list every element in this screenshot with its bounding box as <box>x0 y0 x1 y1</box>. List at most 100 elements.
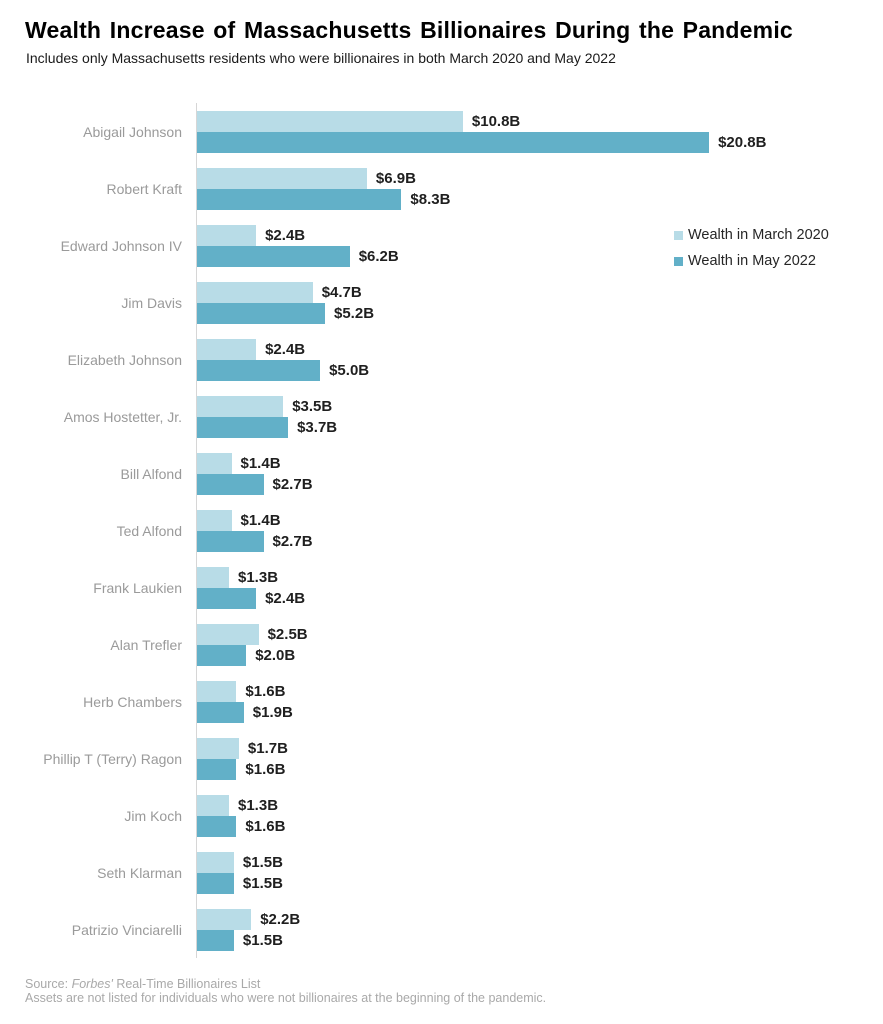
bar-line: $8.3B <box>197 188 883 210</box>
value-label: $1.5B <box>242 853 283 871</box>
chart-row: Ted Alfond $1.4B $2.7B <box>0 502 883 559</box>
bar-line: $2.4B <box>197 587 883 609</box>
bar-may-2022 <box>197 473 264 495</box>
bar-line: $1.7B <box>197 737 883 759</box>
bar-line: $1.5B <box>197 929 883 951</box>
value-label: $1.4B <box>240 511 281 529</box>
legend: Wealth in March 2020 Wealth in May 2022 <box>674 227 829 279</box>
bar-line: $2.7B <box>197 473 883 495</box>
bar-group: $2.4B $6.2B <box>196 217 883 274</box>
source-prefix: Source: <box>25 977 72 991</box>
bar-group: $1.3B $1.6B <box>196 787 883 844</box>
bar-may-2022 <box>197 530 264 552</box>
value-label: $1.5B <box>242 931 283 949</box>
value-label: $2.2B <box>260 910 301 928</box>
bar-may-2022 <box>197 416 289 438</box>
bar-group: $1.4B $2.7B <box>196 445 883 502</box>
bar-line: $1.6B <box>197 680 883 702</box>
bar-group: $1.5B $1.5B <box>196 844 883 901</box>
category-label: Jim Davis <box>121 294 182 311</box>
value-label: $20.8B <box>718 133 767 151</box>
bar-group: $1.6B $1.9B <box>196 673 883 730</box>
bar-line: $2.2B <box>197 908 883 930</box>
value-label: $1.9B <box>252 703 293 721</box>
legend-label-march-2020: Wealth in March 2020 <box>688 227 829 243</box>
bar-may-2022 <box>197 131 710 153</box>
bar-group: $1.7B $1.6B <box>196 730 883 787</box>
bar-group: $2.5B $2.0B <box>196 616 883 673</box>
bar-line: $2.4B <box>197 338 883 360</box>
bar-march-2020 <box>197 566 229 588</box>
bar-group: $10.8B $20.8B <box>196 103 883 160</box>
source-suffix: Real-Time Billionaires List <box>112 977 261 991</box>
bar-chart-plot-area: Abigail Johnson $10.8B $20.8B Robert Kraft $… <box>0 103 883 958</box>
value-label: $8.3B <box>410 190 451 208</box>
bar-may-2022 <box>197 758 237 780</box>
footer-notes: Source: Forbes' Real-Time Billionaires L… <box>25 977 546 1005</box>
bar-may-2022 <box>197 872 234 894</box>
category-label: Phillip T (Terry) Ragon <box>43 750 182 767</box>
value-label: $2.4B <box>265 589 306 607</box>
bar-line: $2.5B <box>197 623 883 645</box>
bar-march-2020 <box>197 737 239 759</box>
value-label: $1.6B <box>245 682 286 700</box>
value-label: $6.9B <box>375 169 416 187</box>
bar-group: $2.2B $1.5B <box>196 901 883 958</box>
bar-line: $1.6B <box>197 758 883 780</box>
chart-row: Frank Laukien $1.3B $2.4B <box>0 559 883 616</box>
bar-line: $4.7B <box>197 281 883 303</box>
value-label: $5.2B <box>334 304 375 322</box>
bar-march-2020 <box>197 908 252 930</box>
bar-line: $20.8B <box>197 131 883 153</box>
value-label: $2.0B <box>255 646 296 664</box>
chart-title: Wealth Increase of Massachusetts Billion… <box>25 17 793 43</box>
bar-march-2020 <box>197 623 259 645</box>
chart-row: Abigail Johnson $10.8B $20.8B <box>0 103 883 160</box>
category-label: Patrizio Vinciarelli <box>71 921 182 938</box>
bar-group: $6.9B $8.3B <box>196 160 883 217</box>
category-label: Robert Kraft <box>106 180 182 197</box>
bar-may-2022 <box>197 701 244 723</box>
category-label: Jim Koch <box>124 807 182 824</box>
value-label: $1.5B <box>242 874 283 892</box>
chart-row: Elizabeth Johnson $2.4B $5.0B <box>0 331 883 388</box>
value-label: $1.3B <box>238 796 279 814</box>
category-label: Frank Laukien <box>93 579 182 596</box>
category-label: Elizabeth Johnson <box>67 351 182 368</box>
source-name: Forbes' <box>71 977 113 991</box>
chart-row: Phillip T (Terry) Ragon $1.7B $1.6B <box>0 730 883 787</box>
chart-row: Jim Koch $1.3B $1.6B <box>0 787 883 844</box>
value-label: $1.6B <box>245 817 286 835</box>
bar-march-2020 <box>197 851 234 873</box>
bar-line: $2.7B <box>197 530 883 552</box>
value-label: $4.7B <box>321 283 362 301</box>
value-label: $2.7B <box>272 475 313 493</box>
value-label: $2.5B <box>267 625 308 643</box>
bar-line: $5.2B <box>197 302 883 324</box>
bar-group: $4.7B $5.2B <box>196 274 883 331</box>
bar-march-2020 <box>197 167 367 189</box>
category-label: Herb Chambers <box>83 693 182 710</box>
bar-march-2020 <box>197 452 232 474</box>
bar-group: $2.4B $5.0B <box>196 331 883 388</box>
bar-march-2020 <box>197 338 257 360</box>
bar-line: $2.0B <box>197 644 883 666</box>
value-label: $6.2B <box>358 247 399 265</box>
category-label: Amos Hostetter, Jr. <box>63 408 182 425</box>
bar-march-2020 <box>197 224 257 246</box>
bar-line: $3.5B <box>197 395 883 417</box>
category-label: Ted Alfond <box>116 522 182 539</box>
bar-line: $1.3B <box>197 566 883 588</box>
chart-row: Jim Davis $4.7B $5.2B <box>0 274 883 331</box>
value-label: $5.0B <box>329 361 370 379</box>
value-label: $2.4B <box>265 226 306 244</box>
bar-line: $1.3B <box>197 794 883 816</box>
bar-march-2020 <box>197 680 237 702</box>
bar-line: $2.4B <box>197 224 883 246</box>
value-label: $2.7B <box>272 532 313 550</box>
value-label: $10.8B <box>471 112 521 130</box>
chart-row: Seth Klarman $1.5B $1.5B <box>0 844 883 901</box>
value-label: $1.6B <box>245 760 286 778</box>
bar-march-2020 <box>197 395 284 417</box>
